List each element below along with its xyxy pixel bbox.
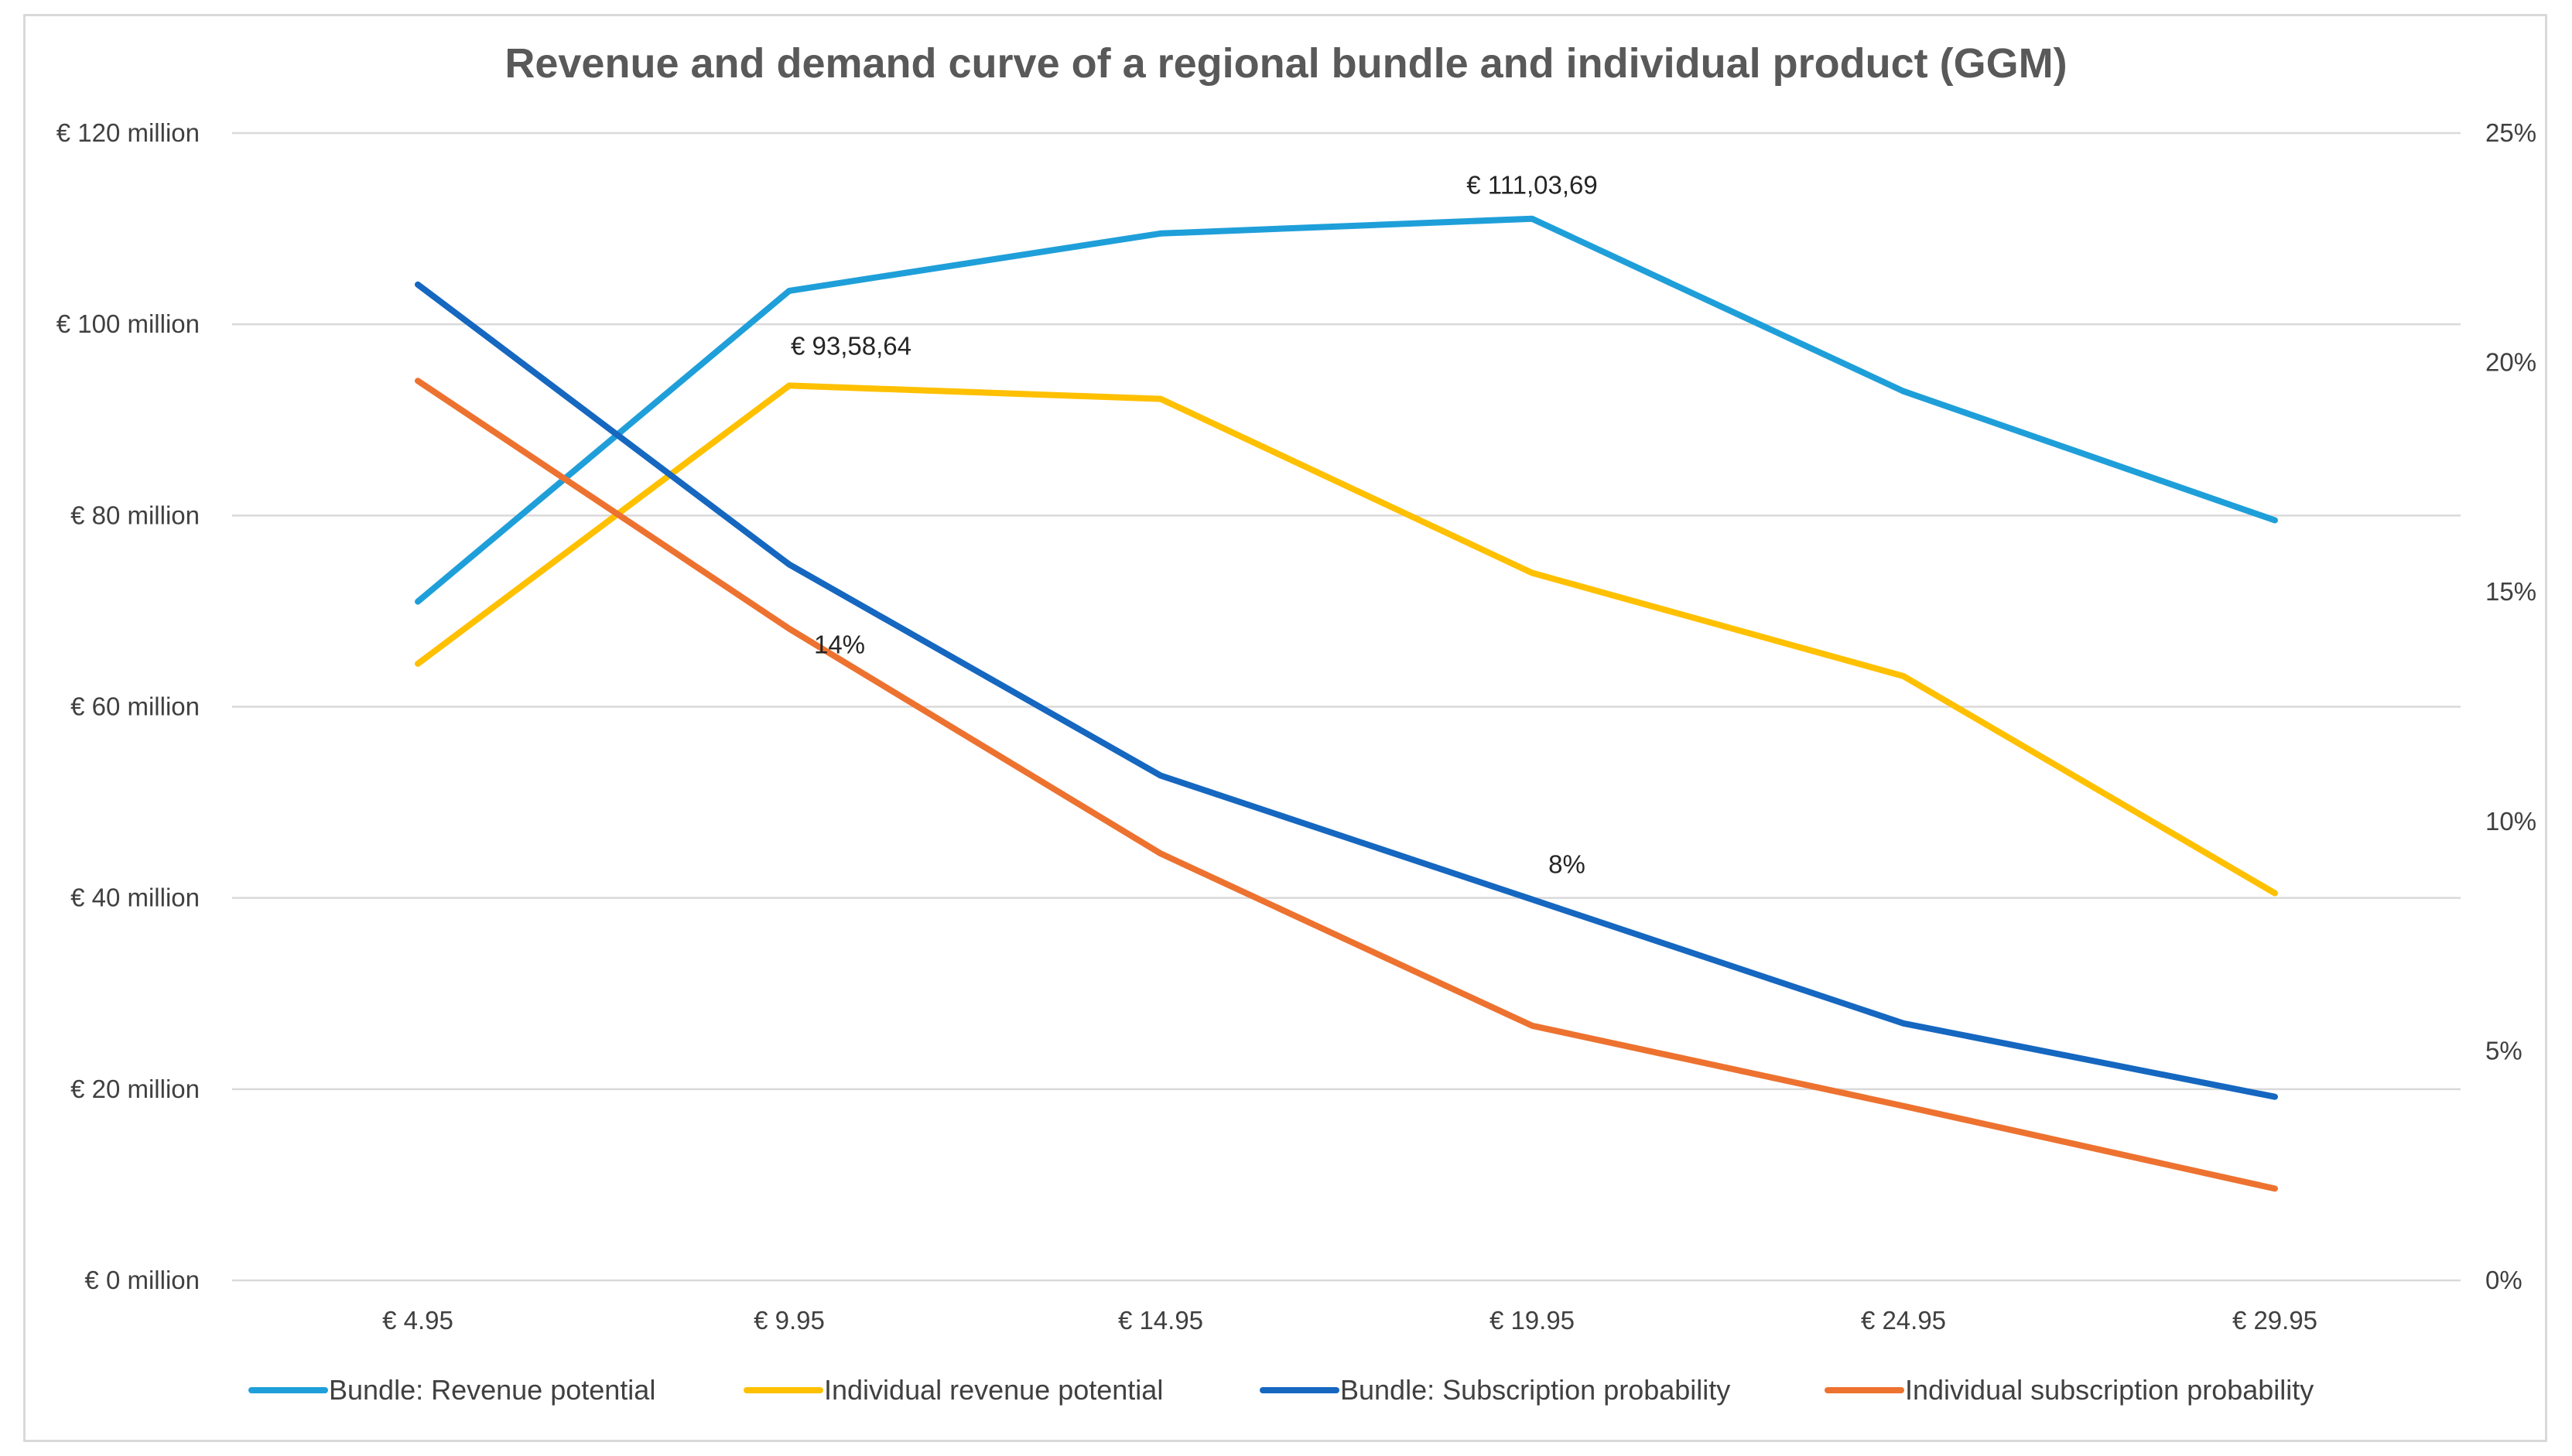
left-tick-label: € 80 million [70,501,200,529]
legend: Bundle: Revenue potential Individual reve… [248,1374,2314,1406]
x-tick-label: € 29.95 [2232,1306,2317,1335]
right-tick-label: 5% [2485,1036,2522,1065]
left-tick-label: € 40 million [70,884,200,912]
series-line-2 [415,382,2278,897]
left-axis: € 0 million € 20 million € 40 million € 60 … [56,118,200,1294]
x-tick-label: € 14.95 [1118,1306,1203,1335]
chart-title: Revenue and demand curve of a regional b… [504,40,2067,87]
x-axis: € 4.95 € 9.95 € 14.95 € 19.95 € 24.95 € 29.95 [382,1306,2317,1335]
x-tick-label: € 24.95 [1861,1306,1946,1335]
legend-label: Individual revenue potential [824,1374,1163,1406]
data-labels: € 111,03,69 € 93,58,64 14% 8% [791,171,1598,879]
legend-label: Bundle: Subscription probability [1340,1374,1730,1406]
left-tick-label: € 0 million [84,1266,200,1294]
data-label: € 93,58,64 [791,331,911,360]
right-tick-label: 15% [2485,577,2536,606]
series-layer [415,215,2278,1192]
right-tick-label: 25% [2485,118,2536,147]
data-label: € 111,03,69 [1466,171,1597,200]
right-tick-label: 20% [2485,348,2536,377]
x-tick-label: € 4.95 [382,1306,453,1335]
x-tick-label: € 9.95 [754,1306,825,1335]
grid-lines [232,132,2461,1282]
chart-frame [23,14,2547,1442]
left-tick-label: € 100 million [56,309,200,338]
series-line-1 [415,215,2278,605]
left-tick-label: € 60 million [70,692,200,721]
right-tick-label: 10% [2485,807,2536,836]
x-tick-label: € 19.95 [1490,1306,1575,1335]
series-line-3 [415,281,2278,1100]
legend-label: Individual subscription probability [1905,1374,2314,1406]
left-tick-label: € 120 million [56,118,200,147]
left-tick-label: € 20 million [70,1075,200,1103]
right-tick-label: 0% [2485,1266,2522,1294]
data-label: 8% [1548,850,1585,879]
data-label: 14% [814,631,865,659]
series-line-4 [415,378,2278,1192]
legend-label: Bundle: Revenue potential [329,1374,655,1406]
right-axis: 0% 5% 10% 15% 20% 25% [2485,118,2536,1294]
